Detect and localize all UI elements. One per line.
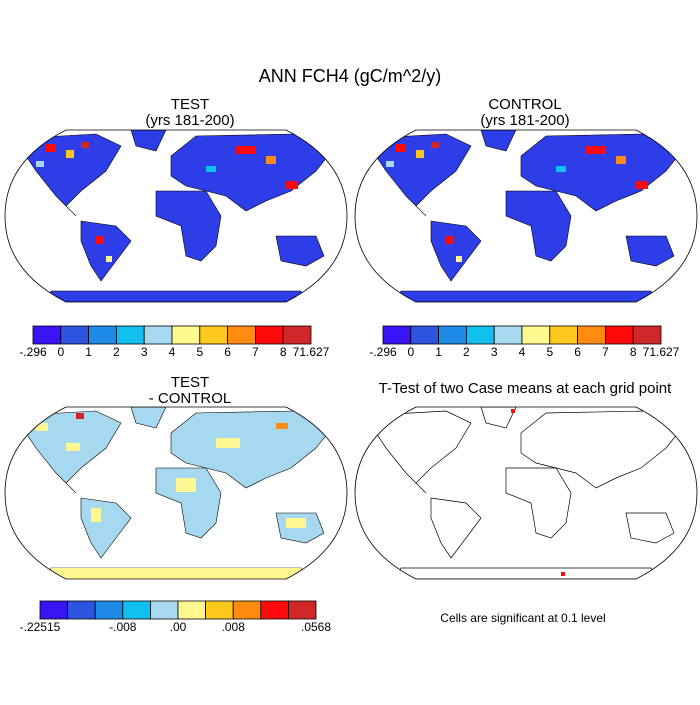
colorbar-label: 4	[519, 345, 526, 359]
colorbar-label: 2	[113, 345, 120, 359]
colorbar-box	[177, 600, 207, 620]
colorbar-label: 71.627	[643, 345, 680, 359]
colorbar-box	[521, 325, 551, 345]
colorbar-box	[32, 325, 62, 345]
colorbar-label: 1	[435, 345, 442, 359]
colorbar-label: 8	[280, 345, 287, 359]
panel-title: T-Test of two Case means at each grid po…	[379, 380, 672, 397]
panel-title: - CONTROL	[149, 390, 232, 407]
colorbar-label: -.22515	[20, 620, 61, 634]
colorbar-box	[67, 600, 96, 620]
colorbar-box	[60, 325, 89, 345]
colorbar-box	[632, 325, 662, 345]
colorbar-box	[493, 325, 523, 345]
colorbar-box	[149, 600, 179, 620]
map-ttest	[354, 406, 698, 580]
colorbar-box	[438, 325, 467, 345]
colorbar-label: 2	[463, 345, 470, 359]
colorbar-label: .00	[170, 620, 187, 634]
colorbar-label: 3	[491, 345, 498, 359]
colorbar-label: 71.627	[293, 345, 330, 359]
colorbar-box	[287, 600, 317, 620]
map-test	[4, 129, 348, 303]
colorbar-box	[39, 600, 69, 620]
colorbar-box	[282, 325, 312, 345]
panel-title: TEST	[171, 96, 209, 113]
colorbar-label: 0	[407, 345, 414, 359]
colorbar-label: 1	[85, 345, 92, 359]
colorbar-label: 4	[169, 345, 176, 359]
colorbar-box	[205, 600, 234, 620]
colorbar-box	[254, 325, 284, 345]
colorbar-box	[199, 325, 229, 345]
panel-title: CONTROL	[488, 96, 561, 113]
colorbar-label: 7	[602, 345, 609, 359]
colorbar-label: 5	[546, 345, 553, 359]
map-control	[354, 129, 698, 303]
colorbar-label: -.296	[19, 345, 47, 359]
colorbar-box	[260, 600, 289, 620]
colorbar-box	[605, 325, 634, 345]
colorbar-label: 3	[141, 345, 148, 359]
panel-title: TEST	[171, 374, 209, 391]
colorbar-label: -.008	[109, 620, 137, 634]
colorbar-box	[116, 325, 145, 345]
panel-title: (yrs 181-200)	[145, 112, 234, 129]
colorbar-label: .008	[222, 620, 246, 634]
colorbar-box	[227, 325, 256, 345]
colorbar-box	[465, 325, 495, 345]
colorbar-box	[232, 600, 262, 620]
colorbar-box	[410, 325, 439, 345]
colorbar-label: 6	[224, 345, 231, 359]
note: Cells are significant at 0.1 level	[440, 611, 605, 625]
panel-title: (yrs 181-200)	[480, 112, 569, 129]
map-difference	[4, 406, 348, 580]
colorbar-label: .0568	[301, 620, 331, 634]
colorbar-box	[577, 325, 606, 345]
colorbar-label: 6	[574, 345, 581, 359]
colorbar-box	[549, 325, 578, 345]
colorbar-box	[171, 325, 201, 345]
colorbar-label: 5	[196, 345, 203, 359]
colorbar-box	[122, 600, 151, 620]
colorbar-label: 0	[57, 345, 64, 359]
colorbar-box	[382, 325, 412, 345]
figure-title: ANN FCH4 (gC/m^2/y)	[259, 66, 441, 86]
colorbar-label: 8	[630, 345, 637, 359]
colorbar-box	[143, 325, 173, 345]
colorbar-box	[88, 325, 117, 345]
colorbar-box	[94, 600, 124, 620]
colorbar-label: 7	[252, 345, 259, 359]
colorbar-label: -.296	[369, 345, 397, 359]
